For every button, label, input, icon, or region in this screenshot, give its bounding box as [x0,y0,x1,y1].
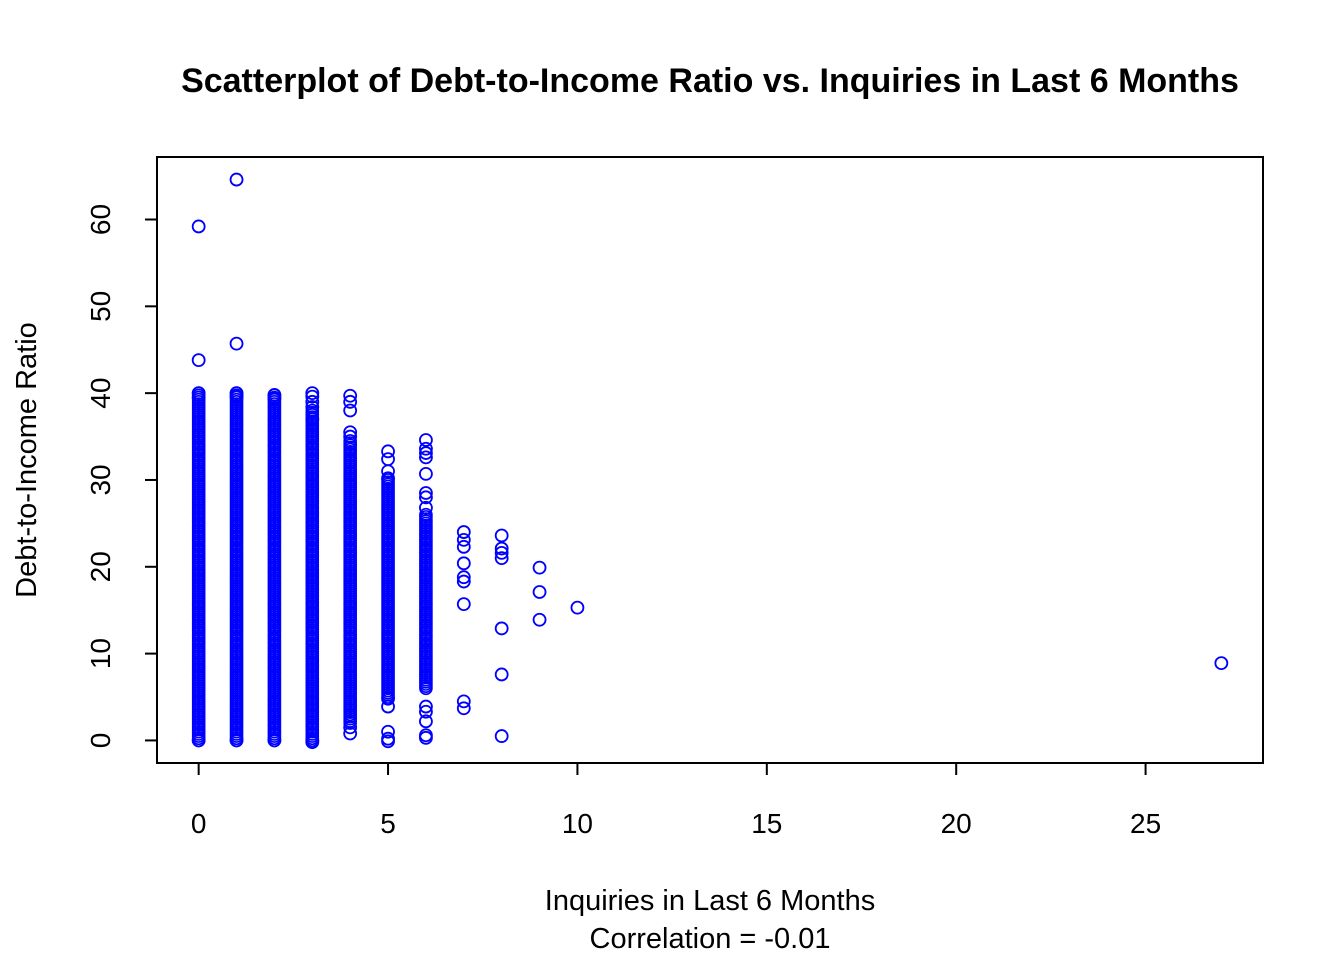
data-point [343,388,358,403]
data-point [343,403,358,418]
data-point [381,452,395,467]
data-point [191,386,206,401]
data-point [191,733,206,748]
data-point [456,701,471,716]
data-point [532,585,547,599]
data-point [343,726,358,741]
data-point [456,525,471,539]
y-tick-label: 60 [85,204,116,235]
data-point [343,720,358,735]
data-point [267,391,282,406]
data-point [456,539,471,554]
x-tick-label: 5 [380,808,396,839]
chart-title: Scatterplot of Debt-to-Income Ratio vs. … [181,62,1239,100]
data-point [191,353,206,368]
data-point [305,412,320,427]
data-point [494,551,509,566]
x-tick-label: 10 [562,808,593,839]
data-point [494,545,509,560]
data-point [381,691,395,706]
x-axis-label: Inquiries in Last 6 Months [545,885,875,917]
data-point [419,446,433,460]
data-point [191,390,206,405]
data-point [381,699,395,714]
data-point [419,450,433,465]
y-tick-label: 0 [85,733,116,749]
data-point [419,699,433,714]
data-point [494,621,509,636]
data-point [419,500,433,515]
x-tick-label: 0 [191,808,207,839]
data-point [343,434,357,448]
data-point [532,560,547,575]
point-column-3 [305,403,320,748]
data-point [456,532,471,547]
data-point [419,714,433,729]
data-point [381,734,395,749]
data-point [343,394,358,409]
data-point [419,466,433,481]
point-column-4 [343,434,357,730]
point-column-6 [419,507,433,696]
y-tick-label: 20 [85,551,116,582]
data-point [419,441,433,456]
x-tick-label: 20 [941,808,972,839]
data-point [381,724,395,739]
data-point [381,464,395,479]
data-point [229,172,244,187]
data-point [456,574,471,589]
x-tick-label: 25 [1130,808,1161,839]
data-point [456,570,471,585]
data-point [305,735,320,750]
data-point [570,600,585,615]
data-point [494,667,509,682]
correlation-subtitle: Correlation = -0.01 [590,923,831,955]
data-point [419,704,433,719]
data-point [191,219,206,234]
data-point [381,471,395,486]
data-point [456,556,471,571]
data-point [343,425,358,440]
data-point [494,528,509,543]
data-point [456,694,471,709]
point-column-1 [229,386,244,748]
data-point [305,386,320,401]
point-column-0 [191,386,206,748]
data-point [532,612,547,627]
data-point [267,733,282,748]
data-point [229,336,244,351]
x-axis: 0 5 10 15 20 25 [191,762,1161,839]
data-point [419,490,433,505]
data-point [419,433,433,447]
data-point [229,389,244,404]
data-point [1214,656,1229,671]
y-tick-label: 40 [85,378,116,409]
data-point [419,486,433,500]
data-point [305,403,320,418]
data-point [419,507,433,522]
data-point [494,541,509,556]
data-point [305,389,320,404]
plot-frame [156,156,1264,764]
point-column-5 [381,473,395,704]
data-point [419,730,433,745]
y-axis: 0 10 20 30 40 50 60 [85,204,158,749]
point-column-2 [267,388,282,748]
data-point [381,444,395,459]
data-point [343,429,358,444]
y-tick-label: 50 [85,291,116,322]
data-point [229,386,244,401]
data-point [229,733,244,748]
y-tick-label: 10 [85,638,116,669]
data-point [494,729,509,743]
points-layer [191,172,1229,750]
data-point [305,394,320,409]
y-axis-label: Debt-to-Income Ratio [11,322,43,598]
data-point [456,597,471,612]
y-tick-label: 30 [85,464,116,495]
x-tick-label: 15 [751,808,782,839]
data-point [267,387,282,402]
